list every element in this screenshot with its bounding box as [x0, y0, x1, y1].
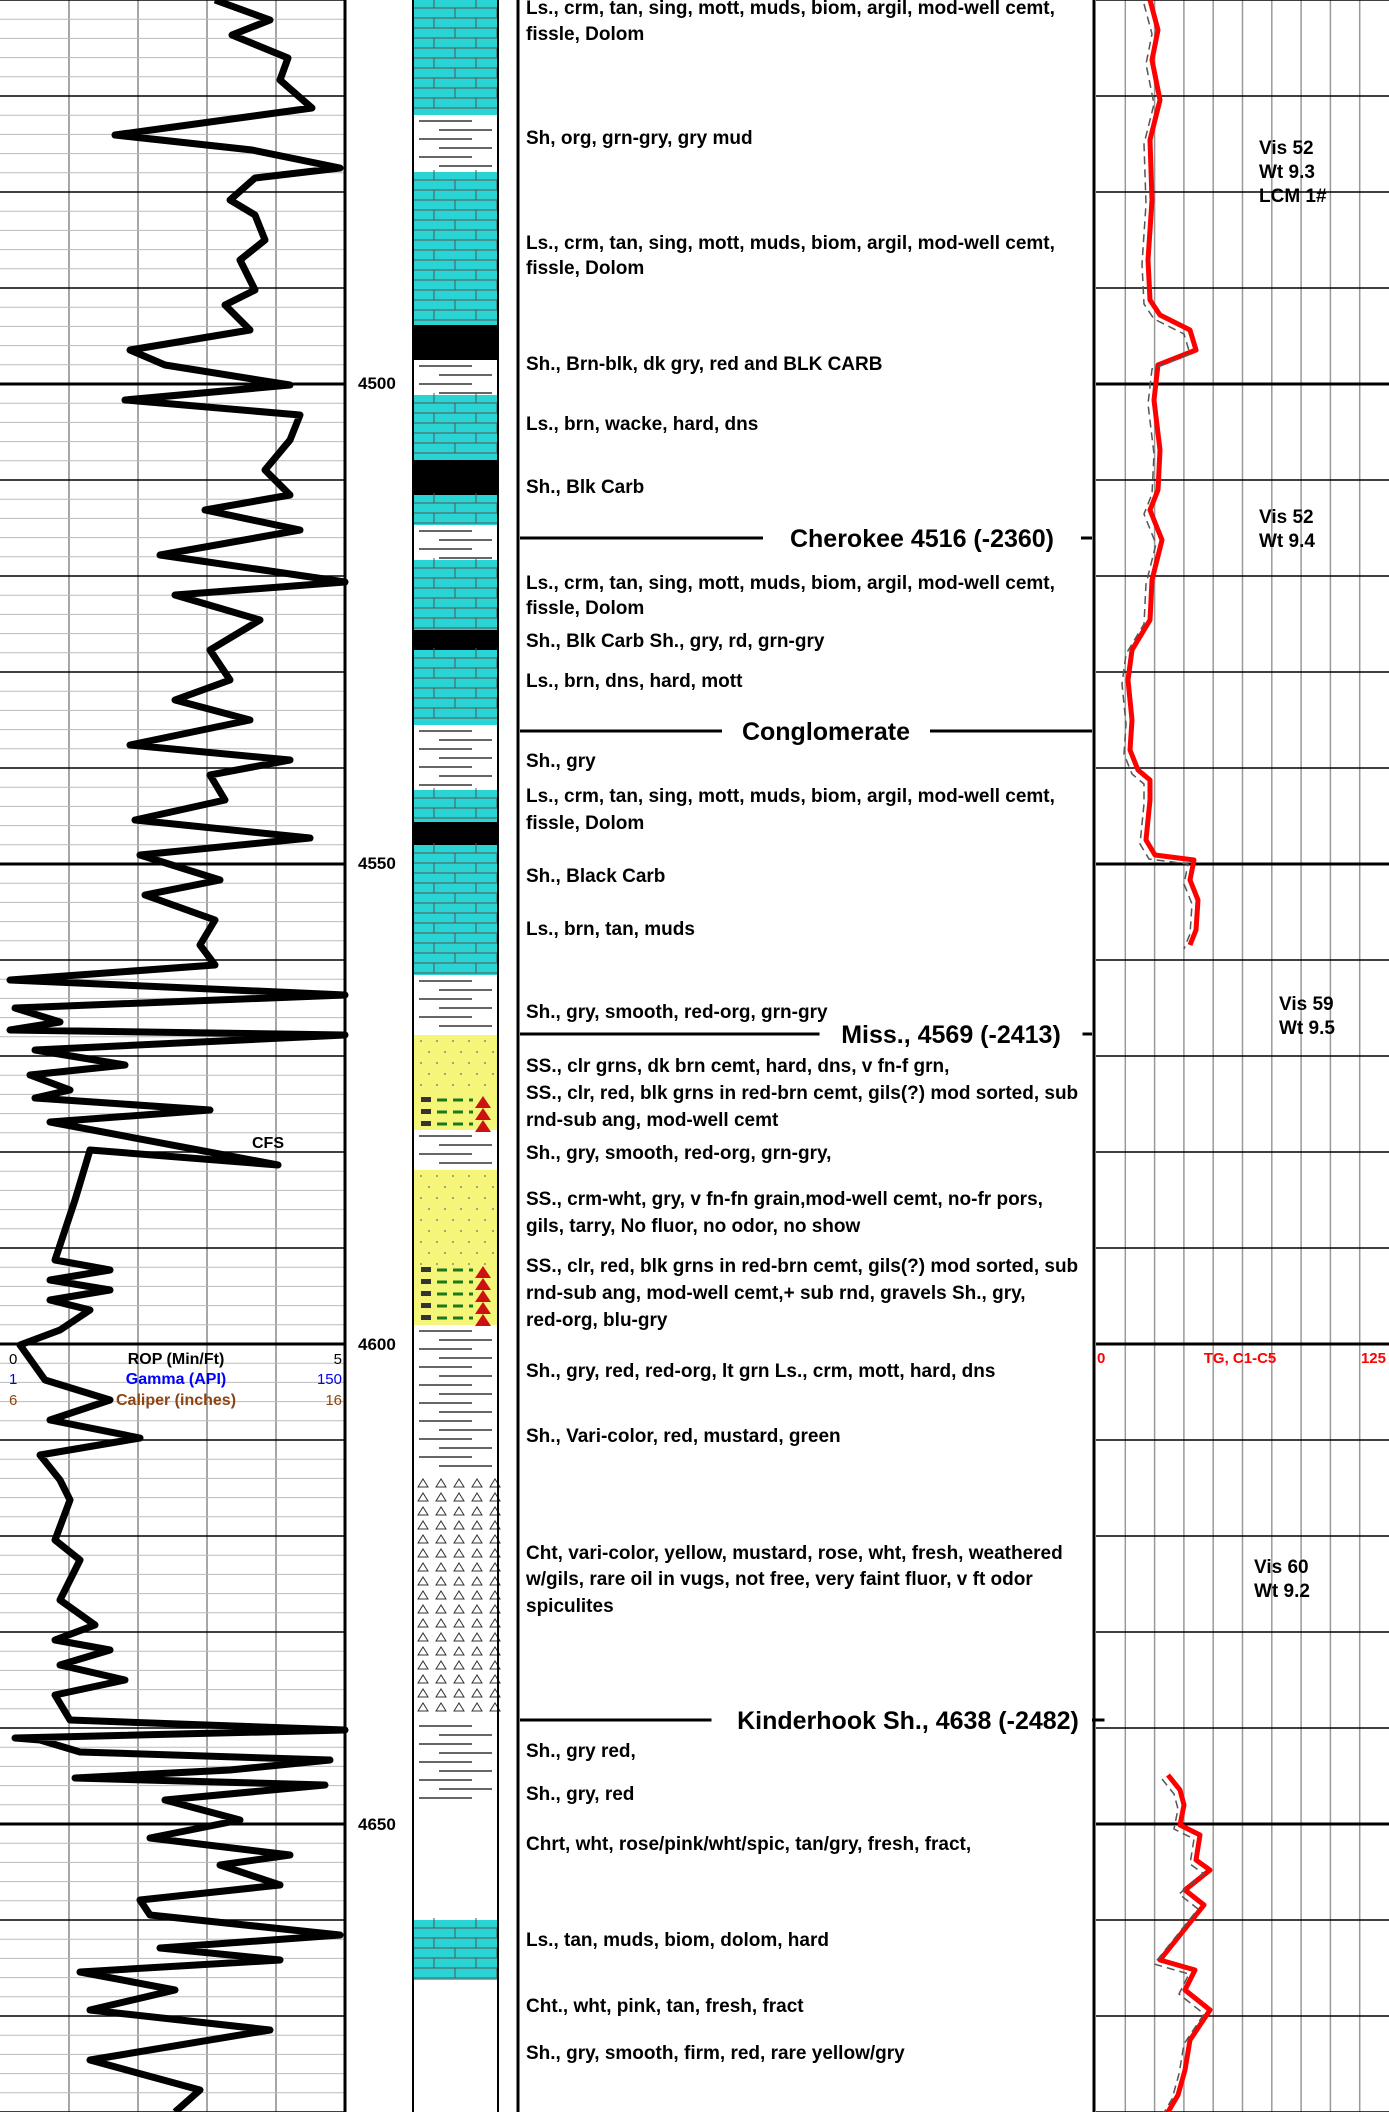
lithology-description: red-org, blu-gry: [526, 1310, 668, 1331]
gas-track-grid: [1096, 0, 1389, 2112]
description-column: [516, 0, 1096, 2112]
lithology-description: gils, tarry, No fluor, no odor, no show: [526, 1216, 860, 1237]
gamma-scale-max: 150: [317, 1371, 342, 1388]
lithology-description: fissle, Dolom: [526, 813, 644, 834]
gamma-scale-min: 1: [9, 1371, 17, 1388]
mud-property: Wt 9.3: [1259, 162, 1315, 183]
rop-curve: [6, 0, 349, 2112]
gas-track-header: 0 TG, C1-C5 125: [1097, 1350, 1386, 1367]
lithology-description: Ls., crm, tan, sing, mott, muds, biom, a…: [526, 0, 1055, 19]
rop-scale-min: 0: [9, 1351, 17, 1368]
caliper-scale-min: 6: [9, 1392, 17, 1409]
formation-top-label: Kinderhook Sh., 4638 (-2482): [737, 1707, 1079, 1735]
lithology-description: fissle, Dolom: [526, 598, 644, 619]
lithology-description: w/gils, rare oil in vugs, not free, very…: [525, 1569, 1033, 1590]
lithology-description: rnd-sub ang, mod-well cemt,+ sub rnd, gr…: [526, 1283, 1026, 1304]
lithology-description: Sh., Brn-blk, dk gry, red and BLK CARB: [526, 354, 882, 375]
rop-curve-name: ROP (Min/Ft): [128, 1351, 225, 1368]
mud-property: LCM 1#: [1259, 186, 1327, 207]
lithology-description: Sh., gry: [526, 751, 596, 772]
lithology-column: [412, 0, 501, 2112]
gas-scale-max: 125: [1361, 1350, 1386, 1367]
formation-top-label: Miss., 4569 (-2413): [841, 1021, 1061, 1049]
lithology-description: Sh., gry, red, red-org, lt grn Ls., crm,…: [526, 1361, 995, 1382]
mud-property: Wt 9.5: [1279, 1018, 1335, 1039]
lithology-description: Sh., Blk Carb: [526, 477, 644, 498]
lithology-description: Cht., wht, pink, tan, fresh, fract: [526, 1996, 804, 2017]
lithology-description: rnd-sub ang, mod-well cemt: [526, 1110, 779, 1131]
mud-property: Vis 52: [1259, 507, 1314, 528]
caliper-curve-name: Caliper (inches): [116, 1392, 236, 1409]
lithology-description: fissle, Dolom: [526, 258, 644, 279]
lithology-description: Sh., gry, smooth, red-org, grn-gry: [526, 1002, 828, 1023]
lithology-description: SS., clr grns, dk brn cemt, hard, dns, v…: [526, 1056, 949, 1077]
lithology-description: Sh, org, grn-gry, gry mud: [526, 128, 753, 149]
lithology-description: SS., crm-wht, gry, v fn-fn grain,mod-wel…: [526, 1189, 1043, 1210]
lithology-description: Cht, vari-color, yellow, mustard, rose, …: [526, 1543, 1063, 1564]
lithology-description: fissle, Dolom: [526, 24, 644, 45]
track1-header: 0 ROP (Min/Ft) 5 1 Gamma (API) 150 6 Cal…: [9, 1351, 342, 1409]
lithology-description: Chrt, wht, rose/pink/wht/spic, tan/gry, …: [526, 1834, 971, 1855]
lithology-description: Ls., crm, tan, sing, mott, muds, biom, a…: [526, 573, 1055, 594]
mud-property: Vis 60: [1254, 1557, 1309, 1578]
depth-label: 4600: [358, 1335, 396, 1354]
gamma-curve-name: Gamma (API): [126, 1371, 226, 1388]
cfs-annotation: CFS: [252, 1135, 284, 1152]
lithology-description: Ls., crm, tan, sing, mott, muds, biom, a…: [526, 233, 1055, 254]
gas-scale-min: 0: [1097, 1350, 1105, 1367]
mud-property: Wt 9.4: [1259, 531, 1315, 552]
mud-property: Vis 59: [1279, 994, 1334, 1015]
lithology-description: Sh., gry, smooth, red-org, grn-gry,: [526, 1143, 831, 1164]
lithology-description: Ls., brn, wacke, hard, dns: [526, 414, 758, 435]
depth-label: 4550: [358, 854, 396, 873]
lithology-descriptions: Ls., crm, tan, sing, mott, muds, biom, a…: [525, 0, 1078, 2064]
lithology-description: Sh., Vari-color, red, mustard, green: [526, 1426, 841, 1447]
lithology-description: Sh., gry, smooth, firm, red, rare yellow…: [526, 2043, 905, 2064]
depth-track: 4500 4550 4600 4650: [358, 374, 396, 1834]
rop-scale-max: 5: [334, 1351, 342, 1368]
mud-property: Vis 52: [1259, 138, 1314, 159]
gas-curves: [1121, 0, 1213, 2112]
lithology-description: Ls., tan, muds, biom, dolom, hard: [526, 1930, 829, 1951]
lithology-description: SS., clr, red, blk grns in red-brn cemt,…: [526, 1256, 1078, 1277]
lithology-description: Sh., Black Carb: [526, 866, 665, 887]
lithology-description: spiculites: [526, 1596, 614, 1617]
gas-curve-name: TG, C1-C5: [1204, 1350, 1277, 1367]
lithology-description: Sh., gry, red: [526, 1784, 634, 1805]
depth-label: 4650: [358, 1815, 396, 1834]
lithology-description: Ls., brn, tan, muds: [526, 919, 695, 940]
depth-label: 4500: [358, 374, 396, 393]
formation-top-label: Conglomerate: [742, 718, 910, 746]
mud-property: Wt 9.2: [1254, 1581, 1310, 1602]
lithology-description: Ls., brn, dns, hard, mott: [526, 671, 743, 692]
lithology-description: SS., clr, red, blk grns in red-brn cemt,…: [526, 1083, 1078, 1104]
lithology-description: Sh., gry red,: [526, 1741, 636, 1762]
lithology-description: Ls., crm, tan, sing, mott, muds, biom, a…: [526, 786, 1055, 807]
lithology-description: Sh., Blk Carb Sh., gry, rd, grn-gry: [526, 631, 825, 652]
caliper-scale-max: 16: [325, 1392, 342, 1409]
formation-top-label: Cherokee 4516 (-2360): [790, 525, 1054, 553]
mud-properties: Vis 52 Wt 9.3 LCM 1# Vis 52 Wt 9.4 Vis 59 Wt 9…: [1254, 138, 1335, 1602]
formation-tops: Cherokee 4516 (-2360) Conglomerate Miss., …: [520, 525, 1105, 1735]
